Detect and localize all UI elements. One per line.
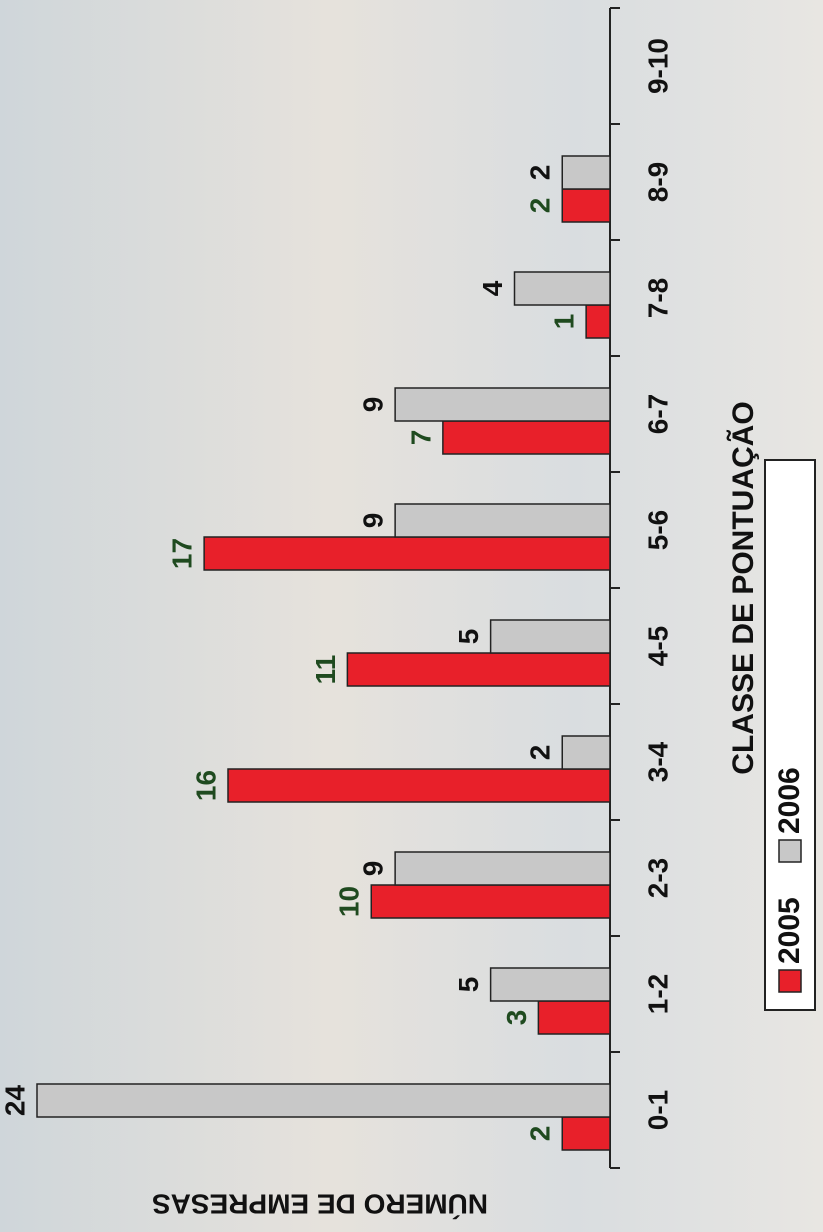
legend-swatch bbox=[778, 839, 802, 863]
data-label: 9 bbox=[358, 861, 389, 877]
bar bbox=[227, 768, 611, 803]
bar bbox=[561, 1116, 611, 1151]
data-label: 2 bbox=[525, 1126, 556, 1142]
x-tick-label: 0-1 bbox=[642, 1090, 673, 1130]
data-label: 16 bbox=[190, 770, 221, 801]
bar bbox=[561, 155, 611, 190]
bar bbox=[394, 387, 611, 422]
data-label: 24 bbox=[0, 1085, 30, 1117]
x-tick-label: 5-6 bbox=[642, 510, 673, 550]
bar bbox=[489, 619, 611, 654]
x-tick-label: 6-7 bbox=[642, 394, 673, 434]
x-tick-label: 9-10 bbox=[642, 38, 673, 94]
data-label: 5 bbox=[453, 977, 484, 993]
bar bbox=[442, 420, 611, 455]
x-tick-label: 1-2 bbox=[642, 974, 673, 1014]
legend-label: 2006 bbox=[773, 767, 806, 834]
data-label: 17 bbox=[167, 538, 198, 569]
x-tick-label: 7-8 bbox=[642, 278, 673, 318]
data-label: 2 bbox=[525, 198, 556, 214]
data-label: 7 bbox=[405, 430, 436, 446]
legend-swatch bbox=[778, 969, 802, 993]
x-tick-label: 3-4 bbox=[642, 741, 673, 782]
x-axis-title: CLASSE DE PONTUAÇÃO bbox=[726, 401, 760, 774]
data-label: 11 bbox=[310, 655, 341, 685]
data-label: 10 bbox=[334, 886, 365, 917]
data-label: 1 bbox=[549, 314, 580, 330]
bar bbox=[537, 1000, 611, 1035]
data-label: 5 bbox=[453, 629, 484, 645]
data-label: 9 bbox=[358, 397, 389, 413]
bar bbox=[561, 735, 611, 770]
legend-label: 2005 bbox=[773, 897, 806, 964]
data-label: 2 bbox=[525, 165, 556, 181]
data-label: 9 bbox=[358, 513, 389, 529]
bar bbox=[489, 967, 611, 1002]
legend-box bbox=[764, 459, 816, 1011]
bar bbox=[513, 271, 611, 306]
bar bbox=[36, 1083, 611, 1118]
data-label: 2 bbox=[525, 745, 556, 761]
bar bbox=[203, 536, 611, 571]
rotated-chart: CLASSE DE PONTUAÇÃO NÚMERO DE EMPRESAS 0… bbox=[0, 7, 816, 1220]
data-label: 4 bbox=[477, 280, 508, 296]
x-tick-label: 8-9 bbox=[642, 162, 673, 202]
bar bbox=[561, 188, 611, 223]
bar bbox=[394, 503, 611, 538]
bar bbox=[585, 304, 611, 339]
bar bbox=[346, 652, 611, 687]
x-tick-label: 4-5 bbox=[642, 626, 673, 666]
bar bbox=[394, 851, 611, 886]
bar bbox=[370, 884, 611, 919]
y-axis-title: NÚMERO DE EMPRESAS bbox=[152, 1189, 488, 1220]
data-label: 3 bbox=[501, 1010, 532, 1026]
x-tick-label: 2-3 bbox=[642, 858, 673, 898]
